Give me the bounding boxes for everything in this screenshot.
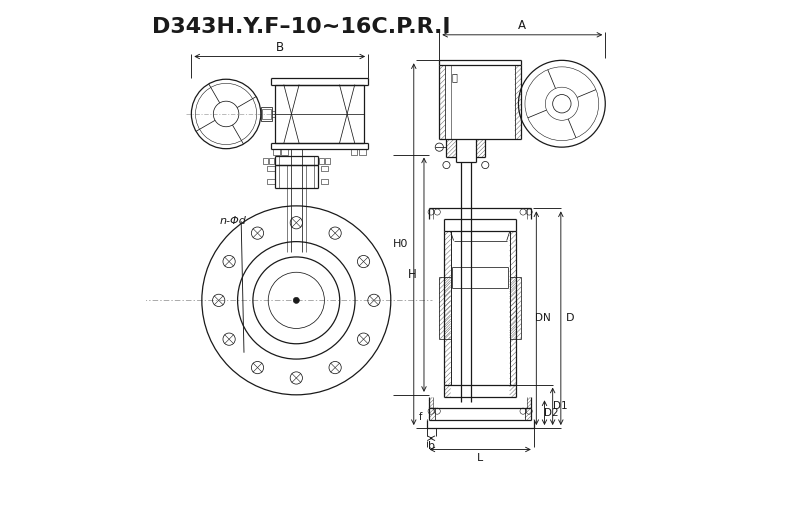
- Bar: [510, 277, 521, 339]
- Bar: [282, 149, 288, 155]
- Bar: [269, 158, 274, 164]
- Bar: [447, 140, 456, 157]
- Text: D343H.Y.F–10~16C.P.R.I: D343H.Y.F–10~16C.P.R.I: [152, 17, 450, 37]
- Bar: [318, 158, 324, 164]
- Bar: [321, 166, 328, 171]
- Bar: [515, 65, 521, 140]
- Bar: [510, 231, 516, 385]
- Text: 关: 关: [452, 72, 458, 81]
- Bar: [429, 398, 433, 407]
- Bar: [525, 407, 531, 420]
- Bar: [476, 140, 485, 157]
- Bar: [429, 407, 435, 420]
- Bar: [267, 180, 274, 184]
- Bar: [444, 231, 451, 385]
- Text: D: D: [565, 313, 574, 323]
- Bar: [321, 180, 328, 184]
- Text: H: H: [408, 268, 417, 281]
- Bar: [439, 65, 445, 140]
- Text: H0: H0: [393, 239, 409, 249]
- Bar: [273, 149, 280, 155]
- Bar: [325, 158, 330, 164]
- Text: b: b: [427, 441, 435, 452]
- Bar: [444, 385, 451, 398]
- Bar: [527, 398, 531, 407]
- Text: B: B: [276, 41, 284, 54]
- Bar: [263, 158, 268, 164]
- Text: n-Φd: n-Φd: [220, 216, 246, 226]
- Bar: [267, 166, 274, 171]
- Text: f: f: [419, 412, 422, 422]
- Text: A: A: [518, 19, 526, 32]
- Bar: [439, 277, 451, 339]
- Bar: [510, 385, 516, 398]
- Text: D1: D1: [553, 401, 568, 412]
- Circle shape: [294, 297, 299, 304]
- Text: D2: D2: [544, 408, 558, 418]
- Text: L: L: [477, 453, 484, 462]
- Text: DN: DN: [535, 313, 551, 323]
- Bar: [358, 149, 366, 155]
- Bar: [350, 149, 358, 155]
- Bar: [262, 109, 270, 119]
- Bar: [261, 107, 272, 121]
